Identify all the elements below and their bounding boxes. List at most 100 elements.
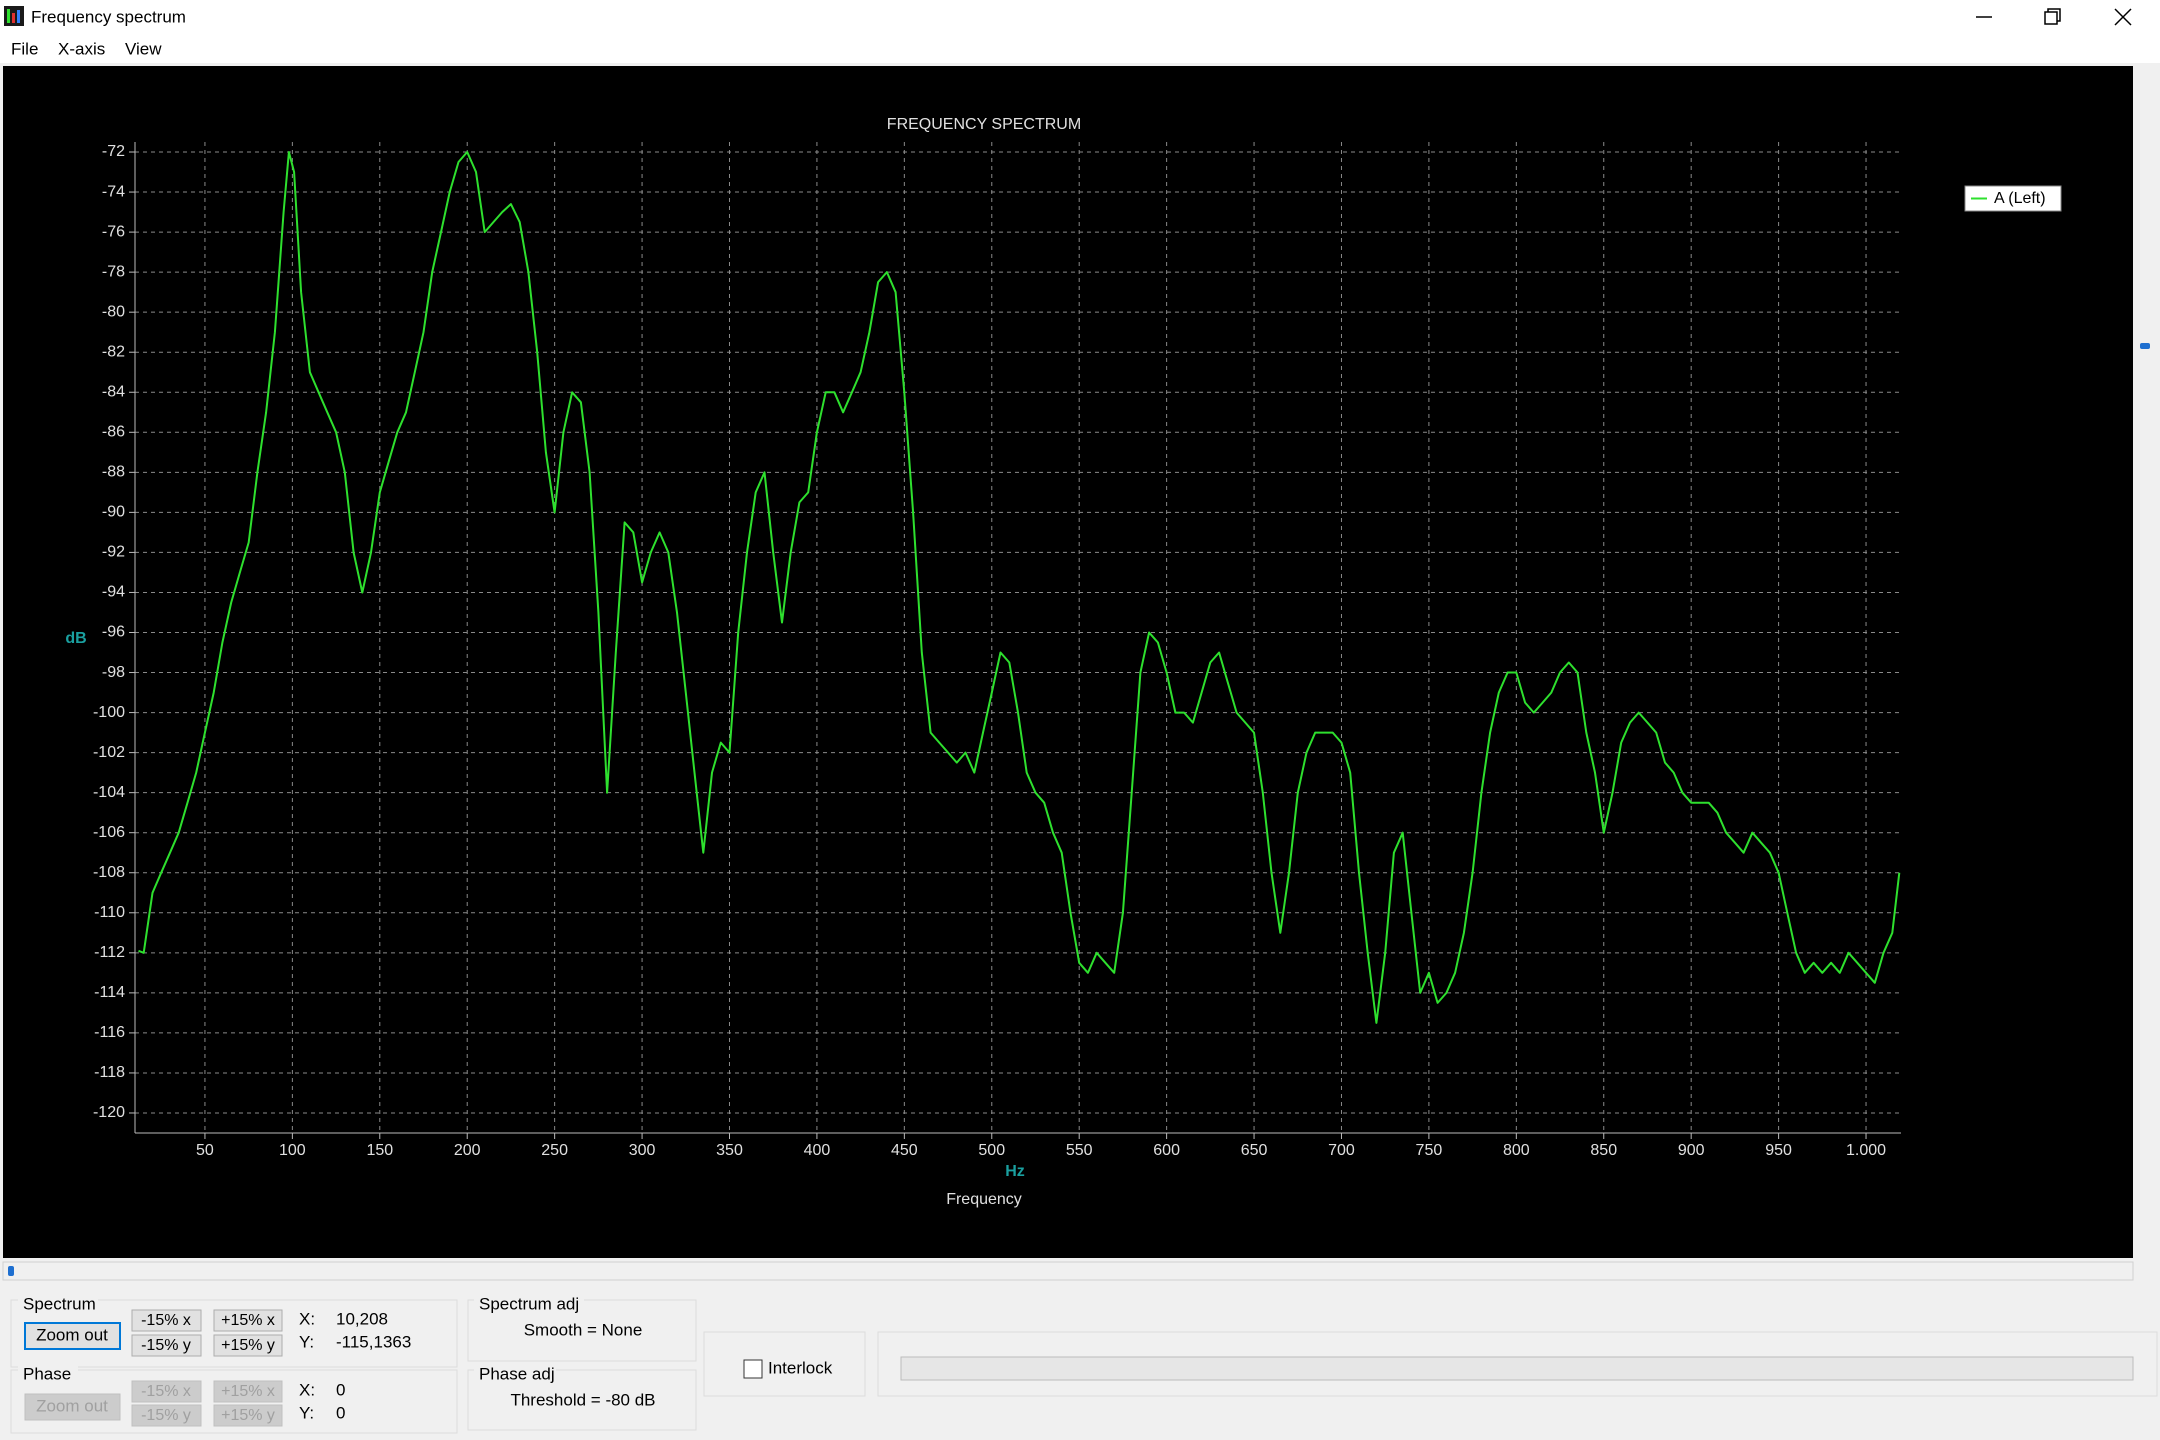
y-tick-label: -96 bbox=[102, 624, 125, 641]
x-tick-label: 450 bbox=[891, 1142, 918, 1159]
button[interactable]: +15% x bbox=[213, 1309, 283, 1332]
phase-adj-group: Phase adj Threshold = -80 dB bbox=[467, 1364, 697, 1431]
y-tick-label: -92 bbox=[102, 544, 125, 561]
progress-bar bbox=[900, 1356, 2134, 1381]
menu-bar bbox=[0, 36, 2160, 63]
y-tick-label: -74 bbox=[102, 183, 125, 200]
x-label: X: bbox=[299, 1309, 315, 1328]
x-label: X: bbox=[299, 1380, 315, 1399]
button[interactable]: -15% x bbox=[131, 1309, 202, 1332]
window-title: Frequency spectrum bbox=[31, 7, 186, 26]
group-label: Spectrum adj bbox=[479, 1294, 579, 1313]
checkbox-label[interactable]: Interlock bbox=[768, 1358, 833, 1377]
button-label: +15% x bbox=[221, 1312, 275, 1329]
y-tick-label: -76 bbox=[102, 223, 125, 240]
button-label: +15% x bbox=[221, 1383, 275, 1400]
group-label: Spectrum bbox=[23, 1294, 96, 1313]
restore-button[interactable] bbox=[2044, 8, 2061, 25]
x-value: 0 bbox=[336, 1380, 345, 1399]
y-tick-label: -84 bbox=[102, 383, 125, 400]
y-tick-label: -82 bbox=[102, 343, 125, 360]
button: -15% y bbox=[131, 1404, 202, 1427]
checkbox[interactable] bbox=[743, 1359, 763, 1379]
y-axis-unit: dB bbox=[65, 630, 86, 647]
button[interactable]: +15% y bbox=[213, 1334, 283, 1357]
menu-item[interactable]: File bbox=[11, 39, 38, 58]
y-tick-label: -100 bbox=[93, 704, 125, 721]
button-label: -15% y bbox=[141, 1407, 191, 1424]
y-tick-label: -118 bbox=[94, 1064, 125, 1081]
group-label: Phase adj bbox=[479, 1364, 555, 1383]
x-tick-label: 500 bbox=[978, 1142, 1005, 1159]
x-tick-label: 750 bbox=[1416, 1142, 1443, 1159]
horizontal-scrollbar[interactable] bbox=[2, 1261, 2134, 1281]
x-tick-label: 400 bbox=[804, 1142, 831, 1159]
x-tick-label: 600 bbox=[1153, 1142, 1180, 1159]
y-tick-label: -120 bbox=[93, 1104, 125, 1121]
x-tick-label: 900 bbox=[1678, 1142, 1705, 1159]
chart-area bbox=[3, 66, 2133, 1258]
x-tick-label: 950 bbox=[1765, 1142, 1792, 1159]
button: +15% y bbox=[213, 1404, 283, 1427]
button-label: -15% x bbox=[141, 1312, 191, 1329]
plot: -72 -74 -76 -78 -80 -82 -84 -86 -88 -90 -92 -94 -96 -… bbox=[93, 142, 2062, 1159]
button: +15% x bbox=[213, 1380, 283, 1403]
x-tick-label: 50 bbox=[196, 1142, 214, 1159]
x-tick-label: 800 bbox=[1503, 1142, 1530, 1159]
x-tick-label: 250 bbox=[541, 1142, 568, 1159]
x-tick-label: 350 bbox=[716, 1142, 743, 1159]
y-tick-label: -78 bbox=[102, 263, 125, 280]
x-tick-label: 850 bbox=[1590, 1142, 1617, 1159]
button: -15% x bbox=[131, 1380, 202, 1403]
button-label: +15% y bbox=[221, 1337, 275, 1354]
x-tick-label: 650 bbox=[1241, 1142, 1268, 1159]
smooth-setting[interactable]: Smooth = None bbox=[524, 1320, 643, 1339]
progress-group bbox=[877, 1331, 2158, 1397]
y-label: Y: bbox=[299, 1403, 314, 1422]
vertical-scrollbar[interactable] bbox=[2136, 66, 2158, 1258]
y-tick-label: -108 bbox=[93, 864, 125, 881]
y-tick-label: -90 bbox=[102, 504, 125, 521]
y-value: 0 bbox=[336, 1403, 345, 1422]
button-label: -15% x bbox=[141, 1383, 191, 1400]
x-tick-label: 150 bbox=[366, 1142, 393, 1159]
x-tick-label: 200 bbox=[454, 1142, 481, 1159]
zoom-out-button[interactable]: Zoom out bbox=[24, 1322, 121, 1350]
menu-item[interactable]: View bbox=[125, 39, 162, 58]
button-label: Zoom out bbox=[36, 1396, 108, 1415]
zoom-out-button: Zoom out bbox=[24, 1393, 121, 1421]
scroll-thumb[interactable] bbox=[8, 1266, 14, 1276]
group-label: Phase bbox=[23, 1364, 71, 1383]
x-tick-label: 700 bbox=[1328, 1142, 1355, 1159]
y-tick-label: -110 bbox=[94, 904, 125, 921]
x-tick-label: 550 bbox=[1066, 1142, 1093, 1159]
scroll-thumb[interactable] bbox=[2140, 343, 2150, 349]
y-tick-label: -98 bbox=[102, 664, 125, 681]
x-axis-title: Frequency bbox=[946, 1191, 1022, 1208]
button[interactable]: -15% y bbox=[131, 1334, 202, 1357]
legend-label: A (Left) bbox=[1994, 190, 2046, 207]
app-icon bbox=[4, 6, 24, 26]
y-tick-label: -106 bbox=[93, 824, 125, 841]
y-tick-label: -104 bbox=[93, 784, 125, 801]
y-tick-label: -102 bbox=[93, 744, 125, 761]
x-tick-label: 1.000 bbox=[1846, 1142, 1886, 1159]
button-label: Zoom out bbox=[36, 1325, 108, 1344]
spectrum-group: Spectrum Zoom out -15% x +15% x -15% y +… bbox=[10, 1294, 458, 1368]
button-label: -15% y bbox=[141, 1337, 191, 1354]
threshold-setting[interactable]: Threshold = -80 dB bbox=[510, 1390, 655, 1409]
phase-group: Phase Zoom out -15% x +15% x -15% y +15%… bbox=[10, 1364, 458, 1434]
y-tick-label: -94 bbox=[102, 584, 125, 601]
x-tick-label: 100 bbox=[279, 1142, 306, 1159]
y-value: -115,1363 bbox=[336, 1332, 411, 1351]
y-tick-label: -114 bbox=[94, 984, 125, 1001]
close-button[interactable] bbox=[2114, 8, 2132, 26]
y-label: Y: bbox=[299, 1332, 314, 1351]
y-tick-label: -86 bbox=[102, 424, 125, 441]
x-axis-unit: Hz bbox=[1005, 1163, 1025, 1180]
y-tick-label: -72 bbox=[102, 143, 125, 160]
spectrum-line bbox=[138, 151, 1901, 1024]
button-label: +15% y bbox=[221, 1407, 275, 1424]
menu-item[interactable]: X-axis bbox=[58, 39, 105, 58]
